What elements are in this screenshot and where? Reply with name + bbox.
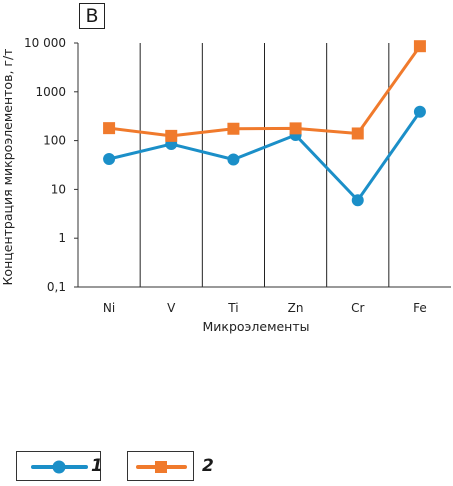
- x-tick-label: Ti: [227, 301, 238, 315]
- vertical-grid: [139, 43, 390, 287]
- series-1-point: [227, 153, 240, 166]
- series-2-point: [413, 40, 426, 53]
- chart-axes: [74, 42, 451, 288]
- series-2-point: [165, 129, 178, 142]
- y-axis-title: Концентрация микроэлементов, г/т: [0, 49, 15, 286]
- x-tick-label: Cr: [351, 301, 364, 315]
- y-tick-label: 1: [58, 231, 66, 245]
- y-tick-label: 1000: [35, 85, 66, 99]
- circle-marker-icon: [31, 460, 88, 474]
- series-2-point: [103, 122, 116, 135]
- y-tick-label: 0,1: [47, 280, 66, 294]
- series-1-point: [351, 194, 364, 207]
- y-tick-label: 100: [43, 134, 66, 148]
- x-tick-label: Fe: [413, 301, 427, 315]
- legend-label-series-2: 2: [202, 456, 214, 476]
- x-tick-label: Zn: [288, 301, 304, 315]
- legend-swatch-series-2: [127, 451, 194, 481]
- series-2-line: [108, 45, 422, 138]
- square-marker-icon: [136, 461, 187, 473]
- legend-label-series-1: 1: [91, 456, 103, 476]
- panel-label: B: [79, 3, 105, 29]
- x-axis-title: Микроэлементы: [202, 319, 309, 334]
- y-tick-label: 10: [51, 182, 66, 196]
- series-lines: [103, 40, 426, 207]
- legend-swatch-series-1: [16, 451, 101, 481]
- series-2-point: [351, 127, 364, 140]
- x-tick-label: V: [167, 301, 176, 315]
- series-2-point: [227, 122, 240, 135]
- y-tick-label: 10 000: [24, 36, 66, 50]
- series-1-point: [413, 105, 426, 118]
- tick-labels: 0,1 1 10 100 1000 10 000 Ni V Ti Zn Cr Fe: [24, 36, 427, 315]
- series-2-point: [289, 122, 302, 135]
- series-1-point: [103, 152, 116, 165]
- series-1-line: [108, 110, 422, 202]
- x-tick-label: Ni: [103, 301, 115, 315]
